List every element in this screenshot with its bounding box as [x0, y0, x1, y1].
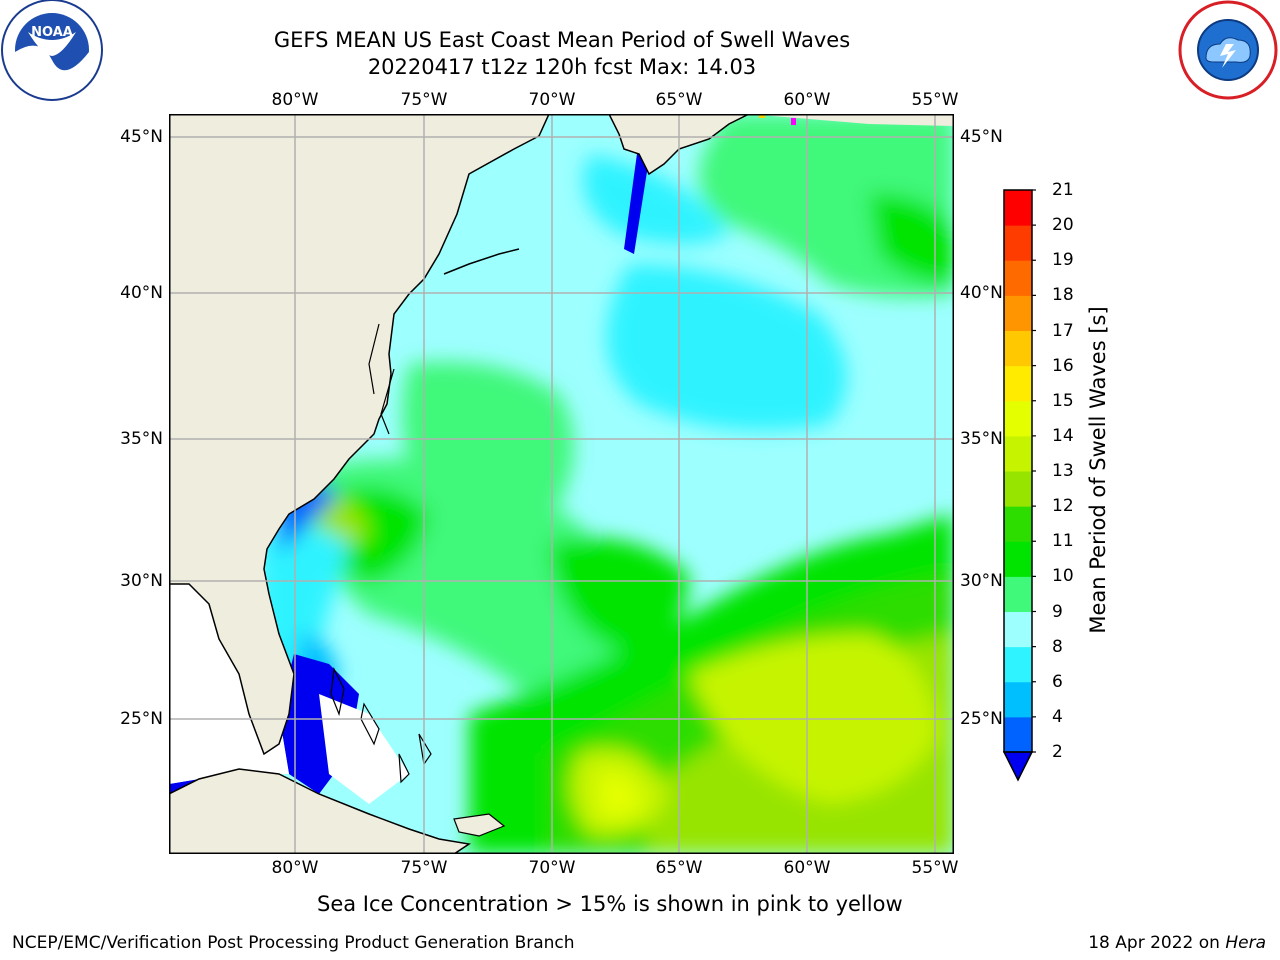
lat-tick-left: 45°N — [120, 127, 163, 147]
colorbar-tick-label: 11 — [1052, 531, 1074, 552]
lon-tick-bottom: 65°W — [655, 858, 703, 878]
colorbar-segment — [1004, 681, 1032, 718]
cuba-land — [169, 768, 471, 854]
map-title: GEFS MEAN US East Coast Mean Period of S… — [273, 28, 851, 52]
nws-logo — [1178, 0, 1278, 100]
lon-tick-bottom: 60°W — [783, 858, 831, 878]
map-subtitle: 20220417 t12z 120h fcst Max: 14.03 — [367, 55, 757, 79]
sea-ice-marker — [791, 118, 796, 125]
noaa-text: NOAA — [31, 25, 73, 40]
lon-tick-bottom: 75°W — [400, 858, 448, 878]
colorbar-tick-label: 13 — [1052, 461, 1074, 481]
lat-tick-left: 25°N — [120, 709, 163, 729]
colorbar-tick-label: 10 — [1052, 566, 1074, 587]
colorbar-segment — [1004, 506, 1032, 542]
sea-ice-note: Sea Ice Concentration > 15% is shown in … — [317, 892, 903, 916]
lat-lon-grid — [169, 114, 954, 854]
colorbar-tick-label: 17 — [1052, 320, 1074, 341]
footer-date-text: 18 Apr 2022 on — [1088, 933, 1226, 953]
lat-tick-left: 30°N — [120, 571, 163, 591]
lon-tick-bottom: 80°W — [271, 858, 319, 878]
colorbar-tick-label: 9 — [1052, 601, 1063, 622]
colorbar-segment — [1004, 716, 1032, 753]
colorbar-tick-label: 15 — [1052, 390, 1074, 411]
colorbar-segment — [1004, 295, 1032, 331]
colorbar-segment — [1004, 541, 1032, 577]
lon-tick-top: 70°W — [528, 90, 576, 110]
colorbar-segment — [1004, 435, 1032, 472]
lon-tick-top: 75°W — [400, 90, 448, 110]
swell-period-map — [169, 114, 954, 854]
colorbar-tick-label: 19 — [1052, 250, 1074, 271]
footer-host: Hera — [1225, 933, 1266, 953]
colorbar-tick-label: 12 — [1052, 496, 1074, 517]
lon-tick-bottom: 70°W — [528, 858, 576, 878]
lat-tick-right: 25°N — [960, 709, 1003, 729]
colorbar-tick-label: 6 — [1052, 671, 1063, 692]
noaa-logo: NOAA — [1, 0, 103, 101]
colorbar-segment — [1004, 225, 1032, 261]
lat-tick-right: 35°N — [960, 429, 1003, 449]
lon-tick-top: 65°W — [655, 90, 703, 110]
lat-tick-left: 40°N — [120, 283, 163, 303]
lon-tick-top: 80°W — [271, 90, 319, 110]
colorbar-tick-label: 20 — [1052, 215, 1074, 236]
lon-tick-top: 60°W — [783, 90, 831, 110]
map-frame — [169, 114, 954, 854]
colorbar-tick-label: 21 — [1052, 180, 1074, 200]
colorbar-segment — [1004, 330, 1032, 367]
us-east-coast-land — [169, 114, 550, 756]
colorbar-under-arrow — [1002, 751, 1034, 782]
lat-tick-right: 45°N — [960, 127, 1003, 147]
colorbar-tick-label: 18 — [1052, 285, 1074, 306]
colorbar-segment — [1004, 646, 1032, 683]
lat-tick-left: 35°N — [120, 429, 163, 449]
colorbar-tick-label: 4 — [1052, 706, 1063, 727]
colorbar-segment — [1004, 365, 1032, 402]
colorbar-segment — [1004, 400, 1032, 437]
footer-date: 18 Apr 2022 on Hera — [1088, 933, 1266, 953]
colorbar-tick-label: 14 — [1052, 425, 1074, 446]
colorbar-segment — [1004, 190, 1032, 226]
lon-tick-bottom: 55°W — [911, 858, 959, 878]
footer-branch: NCEP/EMC/Verification Post Processing Pr… — [12, 933, 575, 953]
lon-tick-top: 55°W — [911, 90, 959, 110]
colorbar-tick-label: 8 — [1052, 636, 1063, 657]
colorbar — [1002, 189, 1036, 782]
lat-tick-right: 30°N — [960, 571, 1003, 591]
colorbar-segment — [1004, 260, 1032, 296]
lat-tick-right: 40°N — [960, 283, 1003, 303]
colorbar-label: Mean Period of Swell Waves [s] — [1086, 306, 1110, 634]
colorbar-tick-label: 16 — [1052, 355, 1074, 376]
colorbar-segment — [1004, 471, 1032, 507]
colorbar-segment — [1004, 611, 1032, 648]
colorbar-tick-label: 2 — [1052, 742, 1063, 762]
colorbar-segment — [1004, 576, 1032, 612]
